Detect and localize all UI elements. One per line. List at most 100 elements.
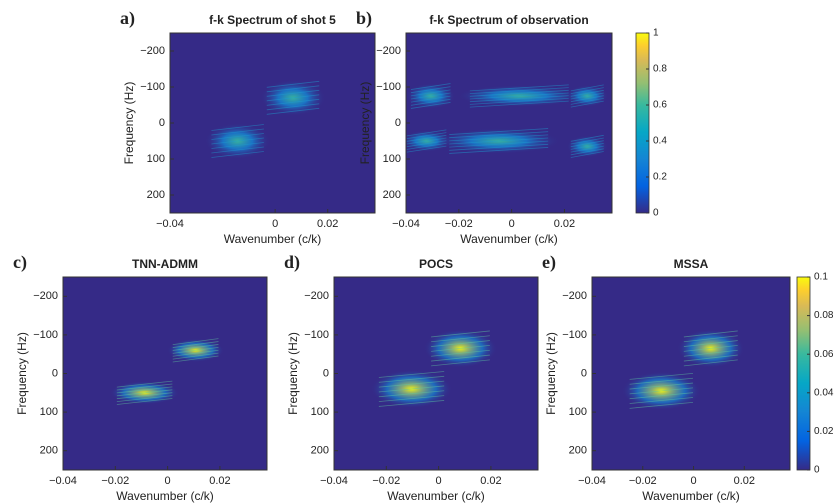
y-tick-label: −200 xyxy=(562,290,587,302)
y-tick-label: 200 xyxy=(147,189,165,201)
y-tick-label: −200 xyxy=(33,290,58,302)
energy-streak xyxy=(172,352,219,360)
x-tick-label: −0.02 xyxy=(101,475,129,487)
x-tick-label: 0.02 xyxy=(317,218,338,230)
energy-streak xyxy=(172,355,219,363)
y-tick-label: 100 xyxy=(383,153,401,165)
energy-streak xyxy=(410,83,451,90)
energy-streak xyxy=(469,89,569,97)
y-tick-label: −200 xyxy=(376,45,401,57)
x-axis-label: Wavenumber (c/k) xyxy=(642,489,740,503)
chart-title: TNN-ADMM xyxy=(132,257,198,271)
energy-streak xyxy=(629,387,694,395)
x-tick-label: 0 xyxy=(436,475,442,487)
energy-streak xyxy=(469,98,569,105)
energy-streak xyxy=(266,94,320,102)
x-axis-label: Wavenumber (c/k) xyxy=(224,232,322,246)
energy-streak xyxy=(449,143,549,151)
y-tick-label: −100 xyxy=(304,329,329,341)
colorbar-tick-label: 1 xyxy=(653,28,659,39)
colorbar-tick-label: 0.06 xyxy=(814,349,834,360)
energy-streak xyxy=(570,140,604,148)
energy-streak xyxy=(570,134,604,142)
energy-streak xyxy=(172,341,219,348)
energy-streak xyxy=(211,146,264,154)
energy-streak xyxy=(410,89,451,97)
energy-streak xyxy=(211,137,264,145)
colorbar xyxy=(635,32,650,214)
energy-streak xyxy=(378,390,445,398)
energy-streak xyxy=(570,92,604,100)
energy-streak xyxy=(378,380,445,388)
energy-streak xyxy=(683,345,738,352)
x-tick-label: −0.04 xyxy=(156,218,184,230)
colorbar-tick-label: 0.8 xyxy=(653,64,667,75)
y-tick-label: 0 xyxy=(159,117,165,129)
energy-streak xyxy=(172,349,219,357)
energy-streak xyxy=(266,98,320,106)
colorbar-tick-label: 0.08 xyxy=(814,310,834,321)
energy-streak xyxy=(683,359,738,367)
energy-streak xyxy=(570,98,604,105)
y-axis-label: Frequency (Hz) xyxy=(15,332,29,415)
energy-streak xyxy=(629,397,694,404)
energy-streak xyxy=(431,349,490,357)
heatmap-cells xyxy=(109,338,225,405)
energy-streak xyxy=(629,401,694,409)
panel-label: c) xyxy=(13,252,27,273)
panel-label: e) xyxy=(542,252,556,273)
y-tick-label: 100 xyxy=(311,406,329,418)
energy-streak xyxy=(629,392,694,400)
colorbar-tick-label: 0 xyxy=(653,208,659,219)
energy-streak xyxy=(410,92,451,100)
energy-streak xyxy=(211,128,264,136)
energy-streak xyxy=(410,98,451,106)
panel-label: d) xyxy=(284,252,300,273)
energy-streak xyxy=(570,143,604,150)
energy-streak xyxy=(410,102,451,109)
x-axis-label: Wavenumber (c/k) xyxy=(460,232,558,246)
energy-streak xyxy=(449,137,549,145)
y-tick-label: 100 xyxy=(147,153,165,165)
energy-streak xyxy=(116,395,173,402)
energy-streak xyxy=(116,380,173,388)
energy-streak xyxy=(431,359,490,367)
energy-streak xyxy=(469,95,569,103)
colorbar xyxy=(796,276,811,471)
chart-title: POCS xyxy=(419,257,453,271)
energy-streak xyxy=(469,92,569,100)
y-axis-label: Frequency (Hz) xyxy=(122,82,136,165)
y-tick-label: 100 xyxy=(569,406,587,418)
energy-streak xyxy=(116,383,173,391)
heatmap-background xyxy=(170,33,375,213)
x-axis-label: Wavenumber (c/k) xyxy=(387,489,485,503)
y-tick-label: −100 xyxy=(376,81,401,93)
x-tick-label: 0.02 xyxy=(734,475,755,487)
energy-streak xyxy=(469,100,569,108)
energy-streak xyxy=(449,147,549,154)
energy-streak xyxy=(570,145,604,153)
x-tick-label: 0 xyxy=(690,475,696,487)
energy-streak xyxy=(449,128,549,135)
heatmap-cells xyxy=(204,79,326,159)
energy-streak xyxy=(570,87,604,94)
chart-title: f-k Spectrum of observation xyxy=(429,13,588,27)
y-tick-label: 200 xyxy=(40,445,58,457)
x-tick-label: 0 xyxy=(165,475,171,487)
energy-streak xyxy=(406,132,447,139)
energy-streak xyxy=(172,338,219,346)
y-tick-label: −200 xyxy=(304,290,329,302)
energy-streak xyxy=(172,346,219,354)
heatmap-cells xyxy=(370,329,498,409)
energy-streak xyxy=(469,84,569,92)
x-tick-label: −0.04 xyxy=(49,475,77,487)
energy-streak xyxy=(431,330,490,338)
energy-streak xyxy=(469,87,569,94)
energy-streak xyxy=(431,354,490,362)
energy-streak xyxy=(211,124,264,131)
energy-streak xyxy=(449,131,549,139)
energy-streak xyxy=(570,89,604,97)
energy-streak xyxy=(449,140,549,148)
chart-title: MSSA xyxy=(674,257,709,271)
energy-streak xyxy=(116,392,173,400)
